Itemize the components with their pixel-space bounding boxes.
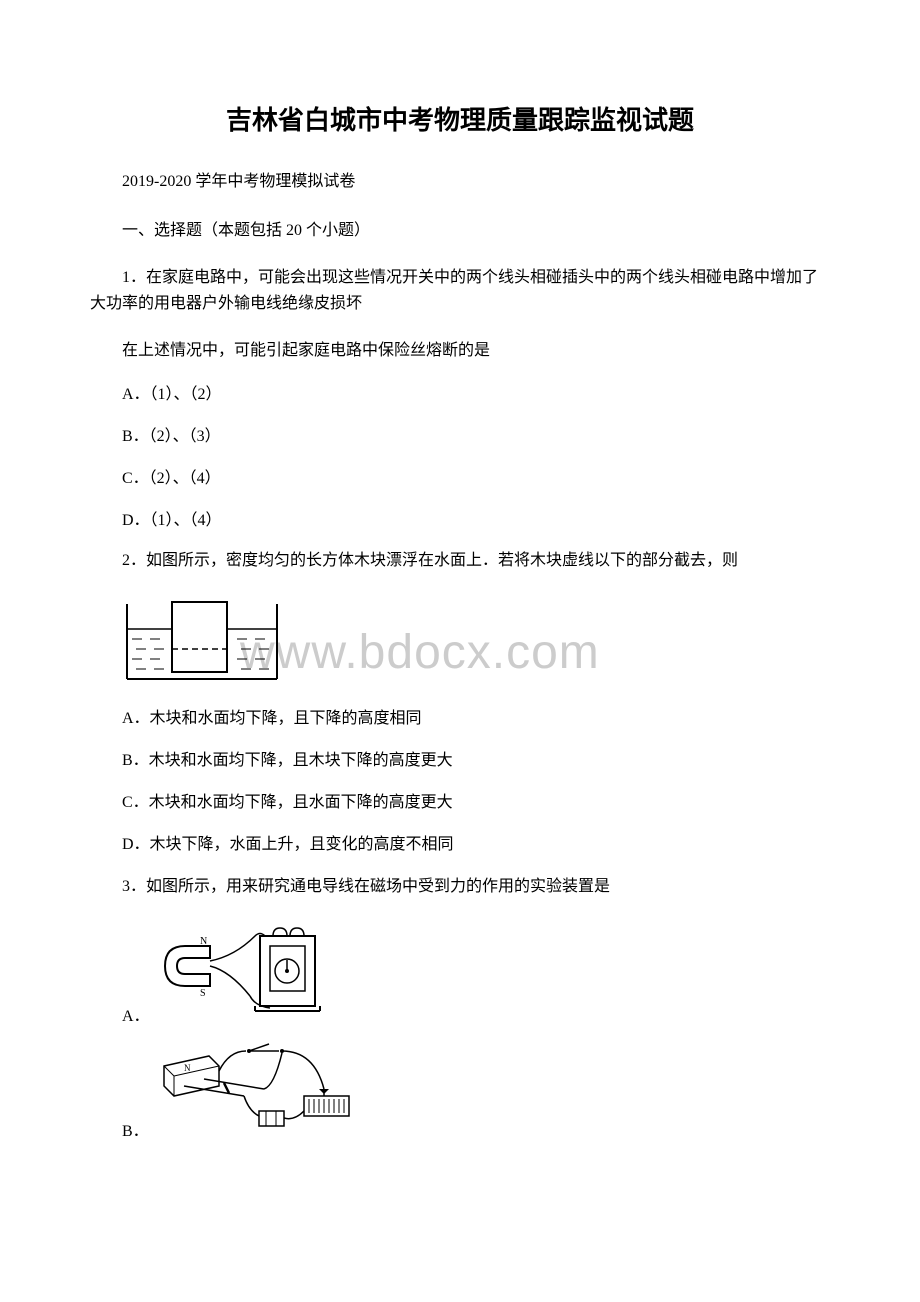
question2-option-d: D．木块下降，水面上升，且变化的高度不相同 bbox=[90, 830, 830, 854]
question1-option-a: A．（1）、（2） bbox=[90, 380, 830, 404]
question3-option-a-label: A． bbox=[122, 1002, 150, 1026]
question2-option-a: A．木块和水面均下降，且下降的高度相同 bbox=[90, 704, 830, 728]
question1-text: 在上述情况中，可能引起家庭电路中保险丝熔断的是 bbox=[90, 336, 830, 360]
question3-figure-a: N S bbox=[155, 916, 325, 1026]
svg-text:N: N bbox=[184, 1063, 191, 1073]
question3-intro: 3．如图所示，用来研究通电导线在磁场中受到力的作用的实验装置是 bbox=[90, 872, 830, 896]
section-header: 一、选择题（本题包括 20 个小题） bbox=[90, 216, 830, 240]
document-title: 吉林省白城市中考物理质量跟踪监视试题 bbox=[90, 100, 830, 137]
question2-option-b: B．木块和水面均下降，且木块下降的高度更大 bbox=[90, 746, 830, 770]
question2-option-c: C．木块和水面均下降，且水面下降的高度更大 bbox=[90, 788, 830, 812]
document-subtitle: 2019-2020 学年中考物理模拟试卷 bbox=[90, 167, 830, 191]
question1-option-b: B．（2）、（3） bbox=[90, 422, 830, 446]
question3-figure-b: N bbox=[154, 1041, 354, 1141]
question3-option-b-container: B． N bbox=[90, 1041, 830, 1141]
question1-intro: 1．在家庭电路中，可能会出现这些情况开关中的两个线头相碰插头中的两个线头相碰电路… bbox=[90, 265, 830, 316]
svg-text:N: N bbox=[200, 936, 207, 947]
svg-text:S: S bbox=[200, 988, 206, 999]
question3-option-a-container: A． N S bbox=[90, 916, 830, 1026]
question2-figure bbox=[122, 594, 830, 684]
question1-option-c: C．（2）、（4） bbox=[90, 464, 830, 488]
question2-intro: 2．如图所示，密度均匀的长方体木块漂浮在水面上．若将木块虚线以下的部分截去，则 bbox=[90, 548, 830, 574]
question1-option-d: D．（1）、（4） bbox=[90, 506, 830, 530]
question3-option-b-label: B． bbox=[122, 1117, 149, 1141]
